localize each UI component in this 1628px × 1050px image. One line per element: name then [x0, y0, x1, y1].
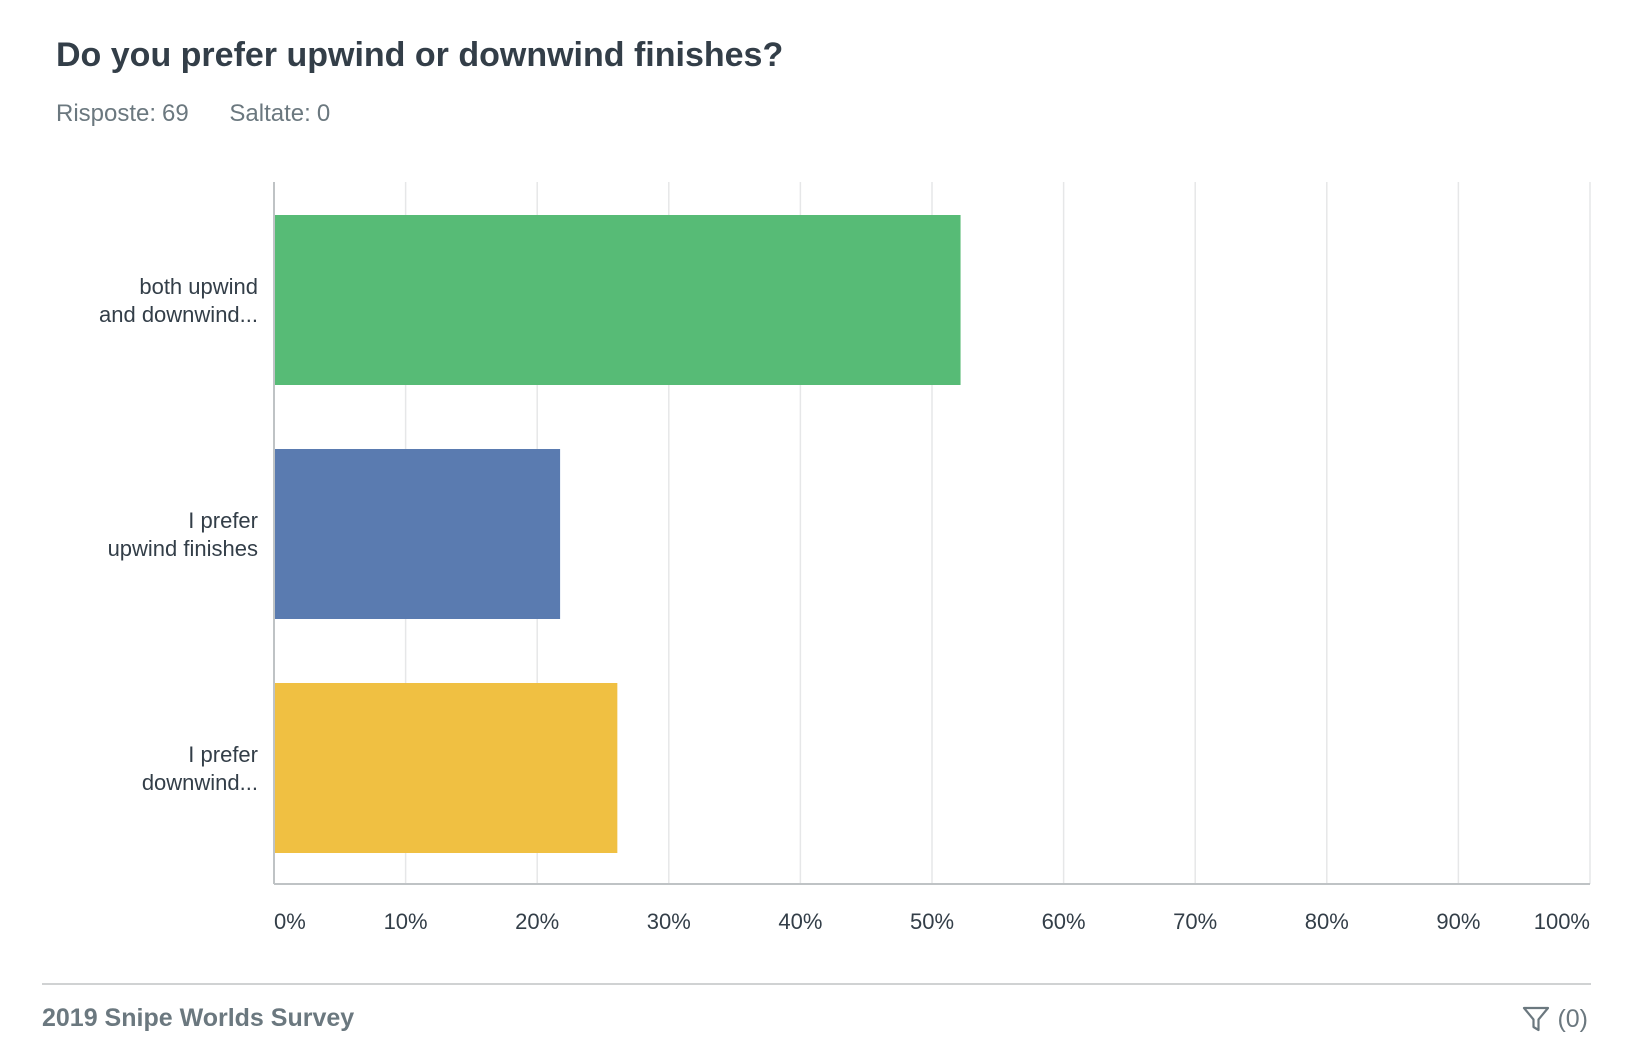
survey-title: 2019 Snipe Worlds Survey [42, 1004, 355, 1032]
bar [274, 215, 961, 385]
skipped-count: 0 [316, 100, 331, 127]
answered-label: Risposte: [56, 100, 157, 127]
x-tick-label: 30% [647, 909, 691, 934]
answered-count: 69 [162, 100, 189, 127]
x-tick-label: 100% [1534, 909, 1590, 934]
x-tick-label: 0% [274, 909, 306, 934]
filter-icon [1523, 1006, 1550, 1032]
x-tick-label: 60% [1042, 909, 1086, 934]
category-label: I prefer [188, 742, 258, 767]
x-tick-label: 70% [1173, 909, 1217, 934]
category-label: both upwind [139, 274, 258, 299]
category-label: downwind... [142, 770, 258, 795]
bar [274, 683, 618, 853]
category-label: and downwind... [99, 302, 258, 327]
category-label: upwind finishes [108, 536, 258, 561]
x-tick-label: 80% [1305, 909, 1349, 934]
filter-count: (0) [1557, 1004, 1588, 1033]
x-tick-label: 50% [910, 909, 954, 934]
question-title: Do you prefer upwind or downwind finishe… [56, 36, 784, 74]
footer-divider [42, 983, 1591, 985]
x-tick-label: 40% [778, 909, 822, 934]
x-tick-label: 90% [1436, 909, 1480, 934]
x-tick-label: 20% [515, 909, 559, 934]
bar [274, 449, 561, 619]
answered-stat: Risposte: 69 [56, 100, 189, 127]
skipped-stat: Saltate: 0 [229, 100, 330, 127]
bar-chart: both upwind and downwind... I prefer upwind… [99, 182, 1591, 934]
skipped-label: Saltate: [229, 100, 311, 127]
x-tick-label: 10% [384, 909, 428, 934]
filter-button[interactable]: (0) [1521, 1004, 1588, 1034]
category-label: I prefer [188, 508, 258, 533]
response-stats: Risposte: 69 Saltate: 0 [56, 100, 364, 128]
